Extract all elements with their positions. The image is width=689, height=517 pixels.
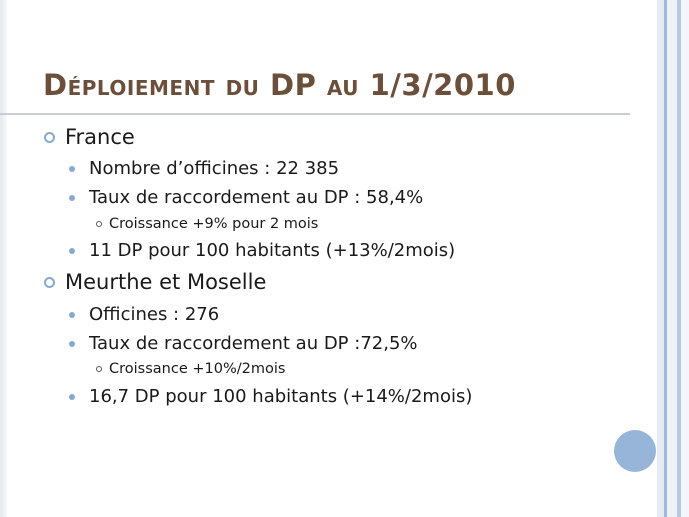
dot-bullet-icon	[69, 393, 75, 400]
left-edge-decoration	[0, 0, 7, 517]
circle-decoration	[614, 430, 656, 472]
section-heading-text: Meurthe et Moselle	[65, 270, 267, 294]
hollow-circle-bullet-icon	[44, 131, 55, 143]
bullet-text: Taux de raccordement au DP : 58,4%	[89, 187, 424, 208]
sub-bullet-item: Croissance +10%/2mois	[96, 361, 285, 377]
sub-bullet-text: Croissance +10%/2mois	[109, 361, 286, 377]
bullet-item: Nombre d’officines : 22 385	[69, 158, 339, 179]
bullet-item: Taux de raccordement au DP : 58,4%	[69, 187, 423, 208]
section-heading-text: France	[65, 125, 135, 149]
dot-bullet-icon	[69, 194, 75, 201]
dot-bullet-icon	[69, 165, 75, 172]
bullet-text: Taux de raccordement au DP :72,5%	[89, 333, 418, 354]
sub-bullet-item: Croissance +9% pour 2 mois	[96, 216, 318, 232]
bullet-text: 16,7 DP pour 100 habitants (+14%/2mois)	[89, 386, 473, 407]
bullet-text: 11 DP pour 100 habitants (+13%/2mois)	[89, 240, 456, 261]
right-stripe-decoration	[657, 0, 689, 517]
bullet-item: Taux de raccordement au DP :72,5%	[69, 333, 418, 354]
section-heading-meurthe-et-moselle: Meurthe et Moselle	[44, 270, 266, 294]
title-divider	[0, 113, 630, 115]
bullet-item: 11 DP pour 100 habitants (+13%/2mois)	[69, 240, 455, 261]
bullet-item: Officines : 276	[69, 304, 219, 325]
small-circle-bullet-icon	[96, 221, 102, 227]
small-circle-bullet-icon	[96, 366, 102, 372]
slide-title: Déploiement du DP au 1/3/2010	[43, 68, 516, 102]
sub-bullet-text: Croissance +9% pour 2 mois	[109, 216, 319, 232]
bullet-item: 16,7 DP pour 100 habitants (+14%/2mois)	[69, 386, 472, 407]
bullet-text: Nombre d’officines : 22 385	[89, 158, 340, 179]
dot-bullet-icon	[69, 311, 75, 318]
bullet-text: Officines : 276	[89, 304, 220, 325]
slide-content: France Nombre d’officines : 22 385 Taux …	[44, 125, 472, 407]
dot-bullet-icon	[69, 340, 75, 347]
section-heading-france: France	[44, 125, 135, 149]
dot-bullet-icon	[69, 247, 75, 254]
hollow-circle-bullet-icon	[44, 276, 55, 288]
